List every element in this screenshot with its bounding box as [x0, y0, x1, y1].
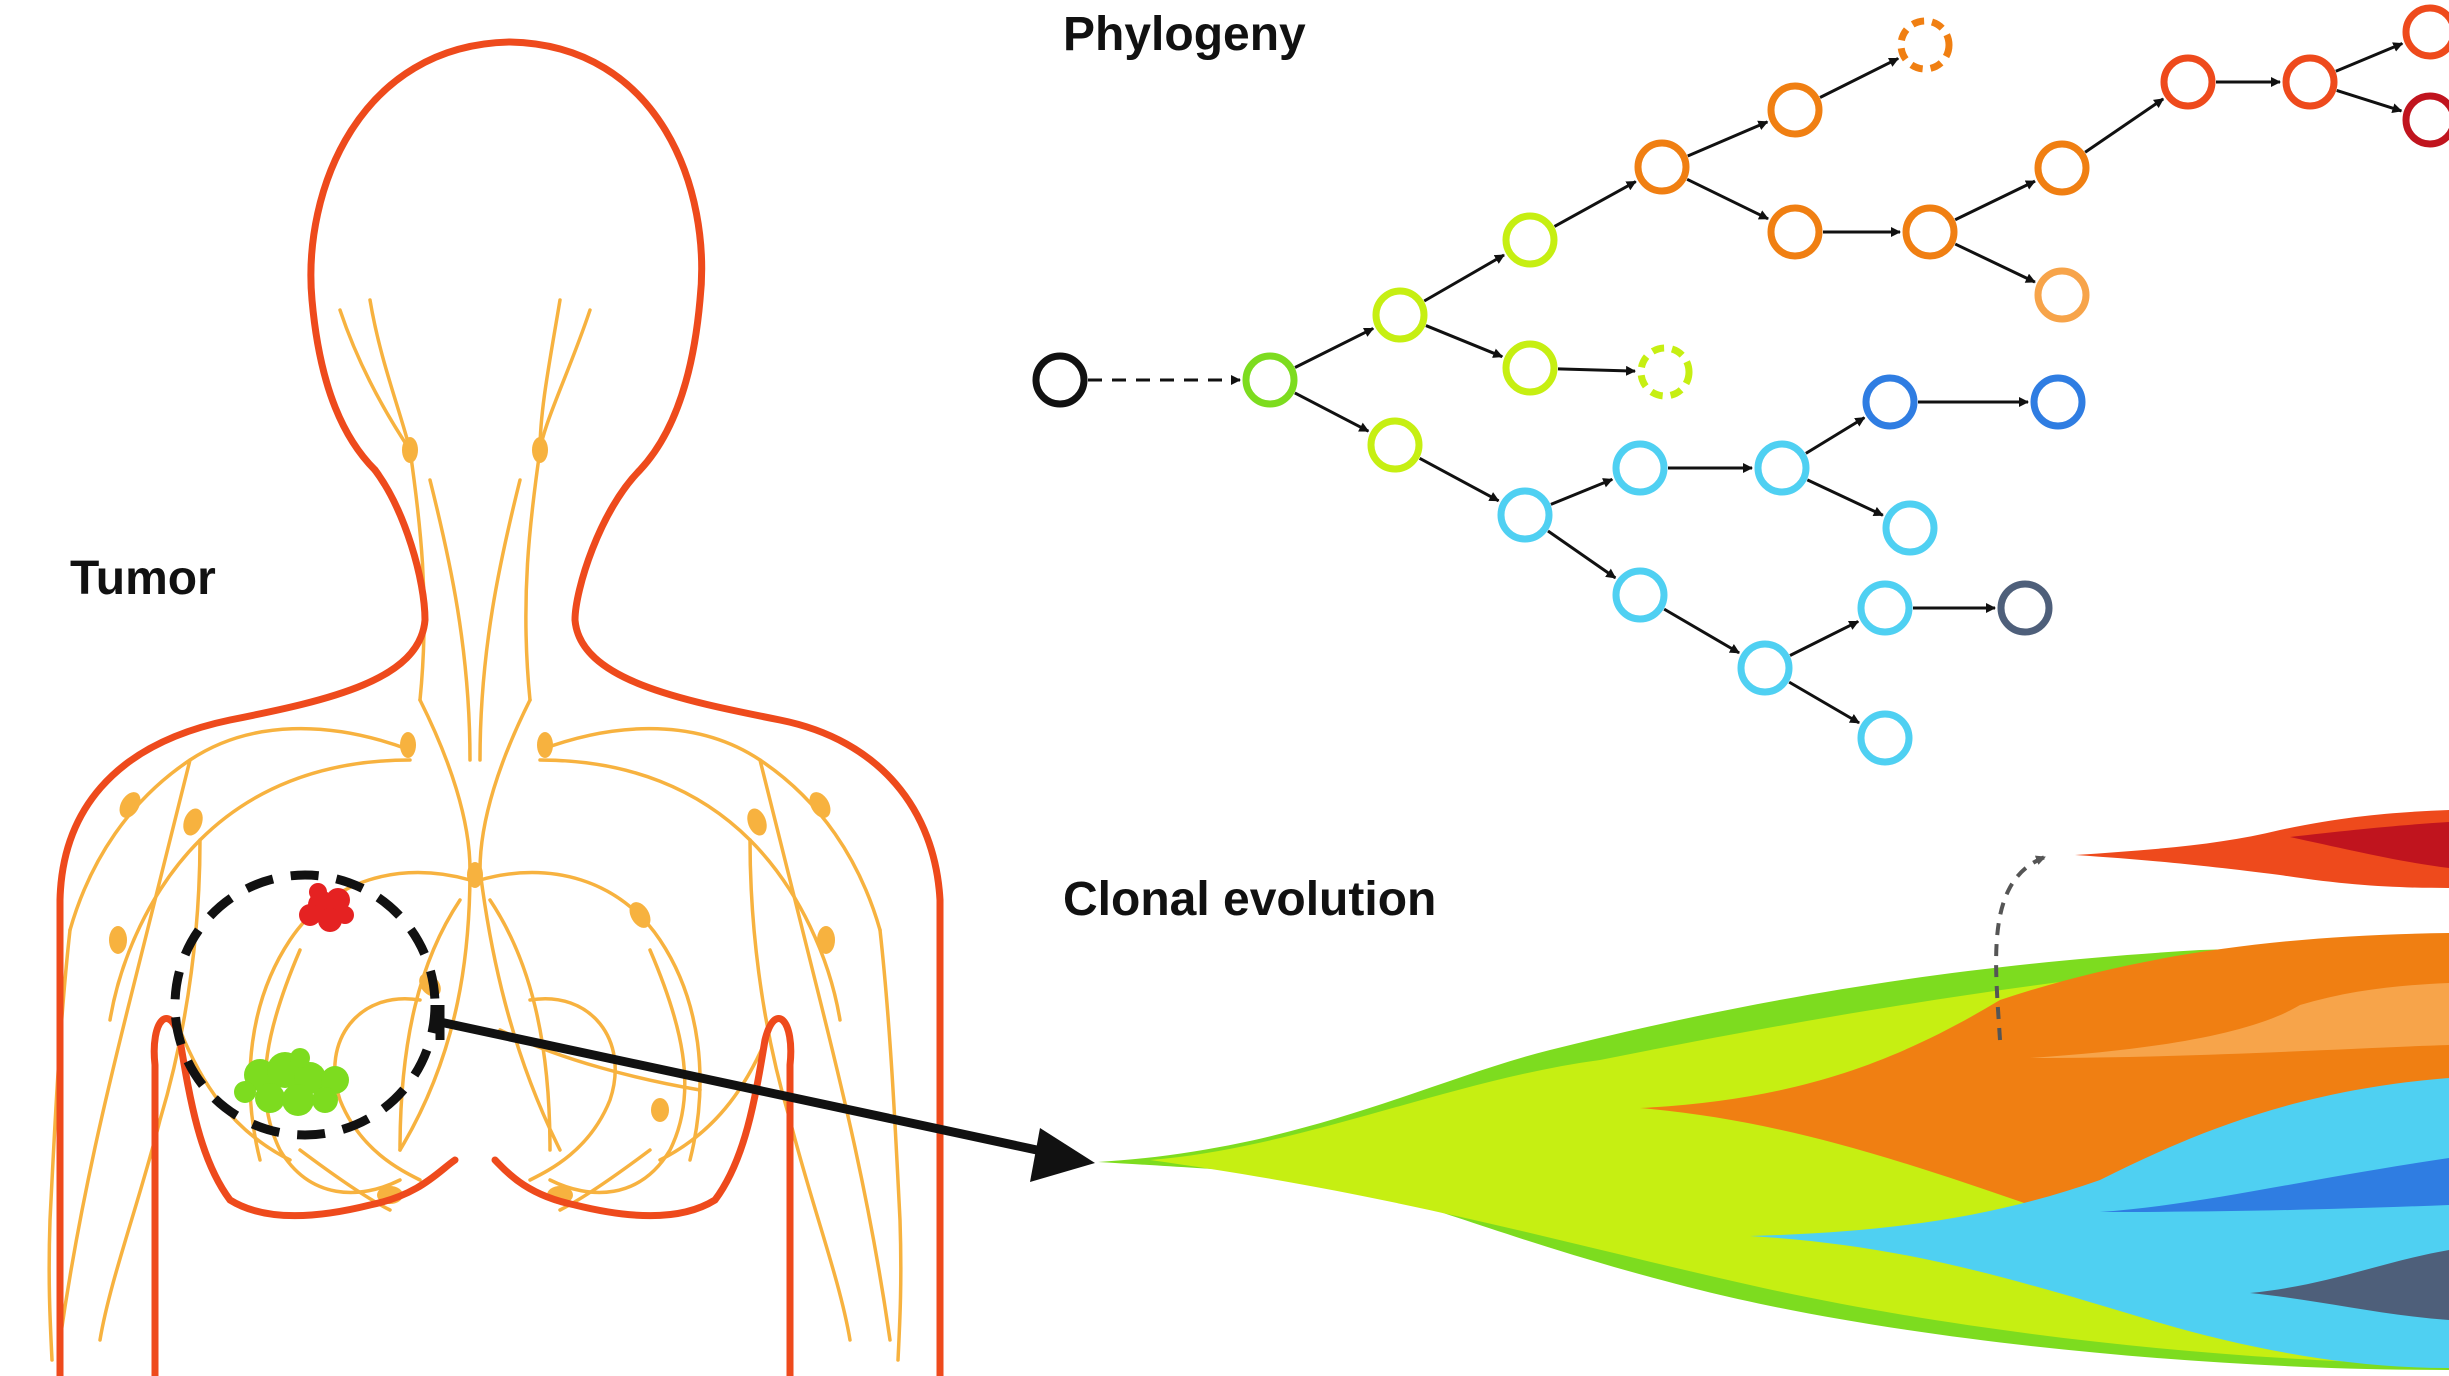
phylogeny-node-r2 [2282, 54, 2338, 110]
phylogeny-node-o4 [1767, 204, 1823, 260]
clone-red-orange [2075, 810, 2449, 888]
phylogeny-node-y2 [1502, 212, 1558, 268]
phylogeny-node-o3 [1897, 17, 1953, 73]
phylogeny-node-b3 [1754, 440, 1810, 496]
phylogeny-node-o5 [1902, 204, 1958, 260]
phylogeny-edge-y1-y2 [1423, 253, 1505, 303]
phylogeny-node-b7 [1612, 567, 1668, 623]
migration-arrow [1994, 855, 2046, 1041]
phylogeny-edge-o5-o7 [1954, 242, 2036, 284]
phylogeny-nodes [1032, 4, 2449, 766]
phylogeny-edge-y1-y3 [1425, 324, 1504, 359]
clone-orange [1640, 933, 2449, 1205]
body-outline [56, 38, 944, 1376]
phylogeny-edge-g1-y5 [1294, 391, 1370, 433]
phylogeny-label: Phylogeny [1063, 8, 1306, 61]
clone-slate [2250, 1250, 2449, 1320]
phylogeny-node-o2 [1767, 82, 1823, 138]
phylogeny-node-b9 [1857, 580, 1913, 636]
phylogeny-edge-b7-b8 [1663, 607, 1740, 655]
phylogeny-node-r4 [2402, 92, 2449, 148]
phylogeny-edge-y2-o1 [1553, 180, 1637, 228]
clonal-evolution-label: Clonal evolution [1063, 873, 1436, 926]
phylogeny-edge-b8-b11 [1788, 680, 1860, 725]
phylogeny-edge-o2-o3 [1819, 57, 1900, 99]
phylogeny-node-b2 [1612, 440, 1668, 496]
clone-light-orange [2030, 983, 2449, 1058]
body-illustration [47, 38, 1095, 1376]
phylogeny-node-y4 [1637, 344, 1693, 400]
phylogeny-edge-y5-b1 [1418, 456, 1500, 503]
phylogeny-node-y3 [1502, 340, 1558, 396]
tumor-green [234, 1048, 349, 1116]
phylogeny-node-o6 [2034, 140, 2090, 196]
phylogeny-node-b10 [1997, 580, 2053, 636]
tumor-region-highlight [170, 870, 440, 1140]
zoom-arrow [435, 1005, 1095, 1182]
phylogeny-edge-b1-b2 [1550, 477, 1614, 506]
phylogeny-edge-b3-b4 [1805, 416, 1866, 455]
phylogeny-edge-g1-y1 [1294, 327, 1375, 369]
phylogeny-edge-b1-b7 [1547, 529, 1617, 580]
phylogeny-node-b4 [1862, 374, 1918, 430]
phylogeny-edge-o6-r1 [2084, 97, 2165, 154]
phylogeny-node-g1 [1242, 352, 1298, 408]
phylogeny-edge-o5-o6 [1954, 179, 2036, 222]
phylogeny-node-b6 [1882, 500, 1938, 556]
tumor-label: Tumor [70, 552, 216, 605]
phylogeny-edge-o1-o4 [1686, 177, 1769, 221]
phylogeny-edge-r2-r4 [2336, 89, 2403, 113]
phylogeny-node-r3 [2402, 4, 2449, 60]
phylogeny-edge-o1-o2 [1687, 120, 1769, 158]
clone-blue [2100, 1158, 2449, 1212]
phylogeny-node-r1 [2160, 54, 2216, 110]
phylogeny-node-y1 [1372, 287, 1428, 343]
phylogeny-node-y5 [1367, 417, 1423, 473]
lymphatic-system [47, 298, 903, 1362]
phylogeny-node-b5 [2030, 374, 2086, 430]
phylogeny-node-root [1032, 352, 1088, 408]
tumor-red [299, 883, 354, 932]
phylogeny-node-o7 [2034, 267, 2090, 323]
phylogeny-edge-b3-b6 [1806, 478, 1884, 517]
clonal-evolution-plot [1098, 810, 2449, 1370]
phylogeny-node-o1 [1634, 139, 1690, 195]
phylogeny-node-b11 [1857, 710, 1913, 766]
clone-dark-red [2290, 822, 2449, 868]
phylogeny-edge-y3-y4 [1557, 365, 1637, 376]
phylogeny-edge-r2-r3 [2335, 42, 2404, 73]
phylogeny-node-b1 [1497, 487, 1553, 543]
phylogeny-edge-b8-b9 [1789, 620, 1860, 657]
phylogeny-edges [1088, 42, 2404, 725]
phylogeny-node-b8 [1737, 640, 1793, 696]
